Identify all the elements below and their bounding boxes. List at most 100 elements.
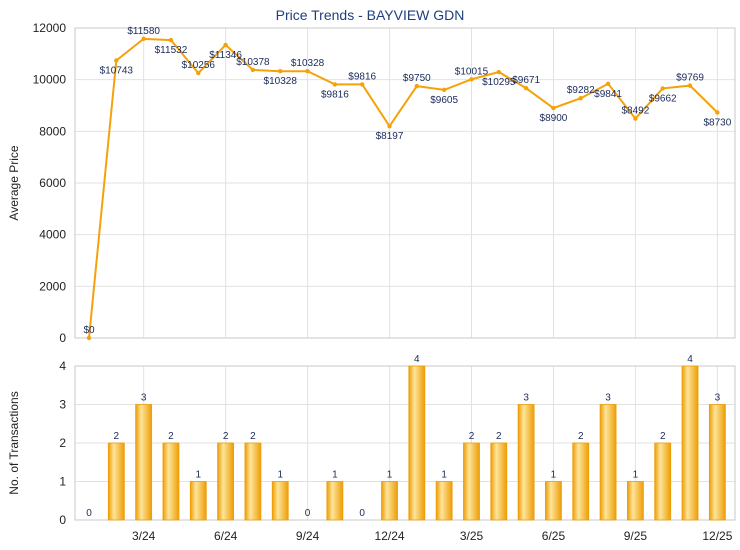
price-point [414, 83, 420, 89]
price-data-label: $10328 [264, 76, 298, 87]
price-point [660, 86, 665, 91]
price-point [196, 70, 201, 76]
transaction-bars [107, 365, 726, 521]
transaction-data-label: 1 [441, 470, 447, 481]
price-data-labels: $0 $10743 $11580 $11532 $10256$11346$10378 $1… [83, 26, 731, 336]
transaction-bar [654, 442, 672, 521]
transaction-data-label: 3 [523, 393, 529, 404]
transaction-bar [708, 404, 726, 521]
transactions-y-tick-label: 2 [59, 436, 66, 450]
price-data-label: $8900 [540, 113, 568, 124]
price-data-label: $8492 [621, 106, 649, 117]
transaction-data-label: 3 [141, 393, 147, 404]
price-y-tick-label: 10000 [33, 73, 67, 87]
transaction-data-label: 1 [633, 470, 639, 481]
x-tick-label: 3/24 [132, 529, 156, 543]
transaction-data-label: 3 [715, 393, 721, 404]
transaction-data-label: 4 [414, 354, 420, 365]
price-data-label: $9662 [649, 93, 677, 104]
price-data-label: $10743 [100, 65, 134, 76]
transaction-data-label: 1 [195, 470, 201, 481]
transaction-bar [545, 481, 562, 521]
transactions-y-tick-label: 1 [59, 475, 66, 489]
transaction-bar [463, 442, 480, 521]
transaction-data-label: 0 [359, 508, 365, 519]
x-tick-label: 6/25 [542, 529, 566, 543]
transaction-bar [627, 481, 644, 521]
price-data-label: $11532 [155, 45, 188, 56]
transaction-data-label: 2 [660, 431, 666, 442]
price-data-label: $9841 [594, 89, 622, 100]
price-point [278, 68, 283, 74]
price-point [523, 85, 529, 91]
price-data-label: $10328 [291, 58, 325, 69]
price-data-label: $10256 [182, 60, 216, 71]
transaction-bar [271, 481, 289, 521]
x-tick-label: 9/25 [624, 529, 648, 543]
price-point [441, 87, 447, 93]
price-y-tick-label: 4000 [39, 228, 66, 242]
transaction-data-label: 4 [687, 354, 693, 365]
x-tick-label: 3/25 [460, 529, 484, 543]
price-data-label: $9816 [321, 89, 349, 100]
transaction-bar [490, 442, 508, 521]
price-point [223, 42, 228, 48]
price-point [687, 83, 693, 88]
price-y-tick-label: 12000 [33, 21, 67, 35]
price-point [633, 116, 638, 121]
price-y-axis-label: Average Price [7, 145, 21, 220]
price-y-axis: 0 2000 4000 6000 8000 10000 12000 [33, 21, 67, 345]
transaction-bar [326, 481, 344, 521]
transaction-data-label: 0 [305, 508, 311, 519]
price-y-tick-label: 6000 [39, 176, 66, 190]
transactions-plot-frame [74, 365, 736, 521]
price-data-label: $8730 [703, 117, 731, 128]
transactions-y-axis-label: No. of Transactions [7, 391, 21, 494]
price-data-label: $11580 [127, 26, 160, 37]
transaction-data-label: 1 [387, 470, 393, 481]
transactions-y-tick-label: 0 [59, 513, 66, 527]
transactions-y-tick-label: 3 [59, 398, 66, 412]
transaction-data-label: 2 [469, 431, 475, 442]
price-data-label: $9671 [512, 75, 540, 86]
price-point [250, 67, 256, 73]
transaction-bar [107, 442, 125, 521]
transaction-bar [244, 442, 262, 521]
transaction-data-label: 1 [551, 470, 557, 481]
price-y-tick-label: 0 [59, 331, 66, 345]
price-point [114, 58, 119, 63]
x-axis: 3/24 6/24 9/24 12/24 3/25 6/25 9/25 12/25 [132, 529, 733, 543]
price-data-label: $9605 [430, 95, 458, 106]
price-point [168, 37, 174, 43]
x-tick-label: 12/25 [702, 529, 732, 543]
price-point [360, 82, 365, 87]
price-data-label: $11346 [209, 50, 242, 61]
transaction-bar [435, 481, 453, 521]
price-data-label: $8197 [376, 131, 404, 142]
transaction-data-label: 2 [250, 431, 256, 442]
transaction-bar [135, 404, 153, 521]
transaction-bar [217, 442, 235, 521]
price-series-line [88, 37, 719, 339]
price-data-label: $9769 [676, 73, 704, 84]
price-data-label: $10378 [236, 57, 270, 68]
price-point [387, 124, 392, 129]
price-point [551, 105, 556, 111]
price-point [469, 77, 474, 82]
transaction-data-labels: 0 2 3 2 1 2 2 1 0 1 0 1 4 1 2 2 3 1 2 3 1 2 4 3 [86, 354, 720, 519]
transaction-data-label: 3 [605, 393, 611, 404]
transaction-bar [408, 365, 426, 521]
price-point [715, 110, 720, 115]
transaction-data-label: 2 [223, 431, 229, 442]
price-points [86, 36, 720, 341]
transaction-bar [599, 404, 617, 521]
price-data-label: $10015 [455, 66, 489, 77]
price-point [605, 81, 611, 86]
price-point [305, 68, 310, 74]
price-point [86, 335, 92, 341]
transactions-y-axis: 0 1 2 3 4 [59, 359, 66, 527]
transaction-bar [162, 442, 180, 521]
transaction-data-label: 1 [332, 470, 338, 481]
price-data-label: $9816 [348, 71, 376, 82]
